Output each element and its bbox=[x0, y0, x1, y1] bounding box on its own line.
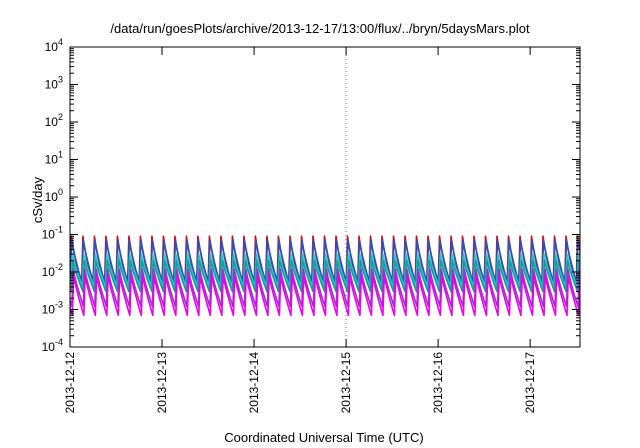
y-tick-label-1: 10-3 bbox=[42, 300, 63, 317]
y-axis-label: cSv/day bbox=[30, 176, 45, 223]
series-layer bbox=[70, 235, 580, 317]
y-tick-label-7: 103 bbox=[45, 75, 63, 92]
y-tick-label-8: 104 bbox=[45, 37, 63, 54]
chart-title: /data/run/goesPlots/archive/2013-12-17/1… bbox=[110, 21, 530, 36]
x-tick-label-1: 2013-12-13 bbox=[155, 352, 169, 414]
x-axis-tick-labels: 2013-12-12 2013-12-13 2013-12-14 2013-12-15… bbox=[63, 352, 537, 414]
y-tick-label-6: 102 bbox=[45, 112, 63, 129]
x-tick-label-5: 2013-12-17 bbox=[523, 352, 537, 414]
series-line-2 bbox=[70, 253, 580, 288]
y-axis-tick-labels: 10-4 10-3 10-2 10-1 100 101 102 103 104 bbox=[42, 37, 63, 354]
x-tick-label-3: 2013-12-15 bbox=[339, 352, 353, 414]
x-tick-label-2: 2013-12-14 bbox=[247, 352, 261, 414]
series-line-3 bbox=[70, 259, 580, 293]
series-line-1 bbox=[70, 239, 580, 285]
series-line-5 bbox=[70, 274, 580, 317]
x-tick-label-0: 2013-12-12 bbox=[63, 352, 77, 414]
y-tick-label-0: 10-4 bbox=[42, 337, 63, 354]
y-tick-label-2: 10-2 bbox=[42, 262, 63, 279]
x-tick-label-4: 2013-12-16 bbox=[431, 352, 445, 414]
y-tick-label-5: 101 bbox=[45, 150, 63, 167]
y-tick-label-4: 100 bbox=[45, 187, 63, 204]
series-line-4 bbox=[70, 268, 580, 308]
x-axis-label: Coordinated Universal Time (UTC) bbox=[224, 430, 423, 445]
plot-frame bbox=[69, 46, 581, 348]
y-tick-label-3: 10-1 bbox=[42, 225, 63, 242]
y-axis-ticks bbox=[70, 46, 580, 348]
